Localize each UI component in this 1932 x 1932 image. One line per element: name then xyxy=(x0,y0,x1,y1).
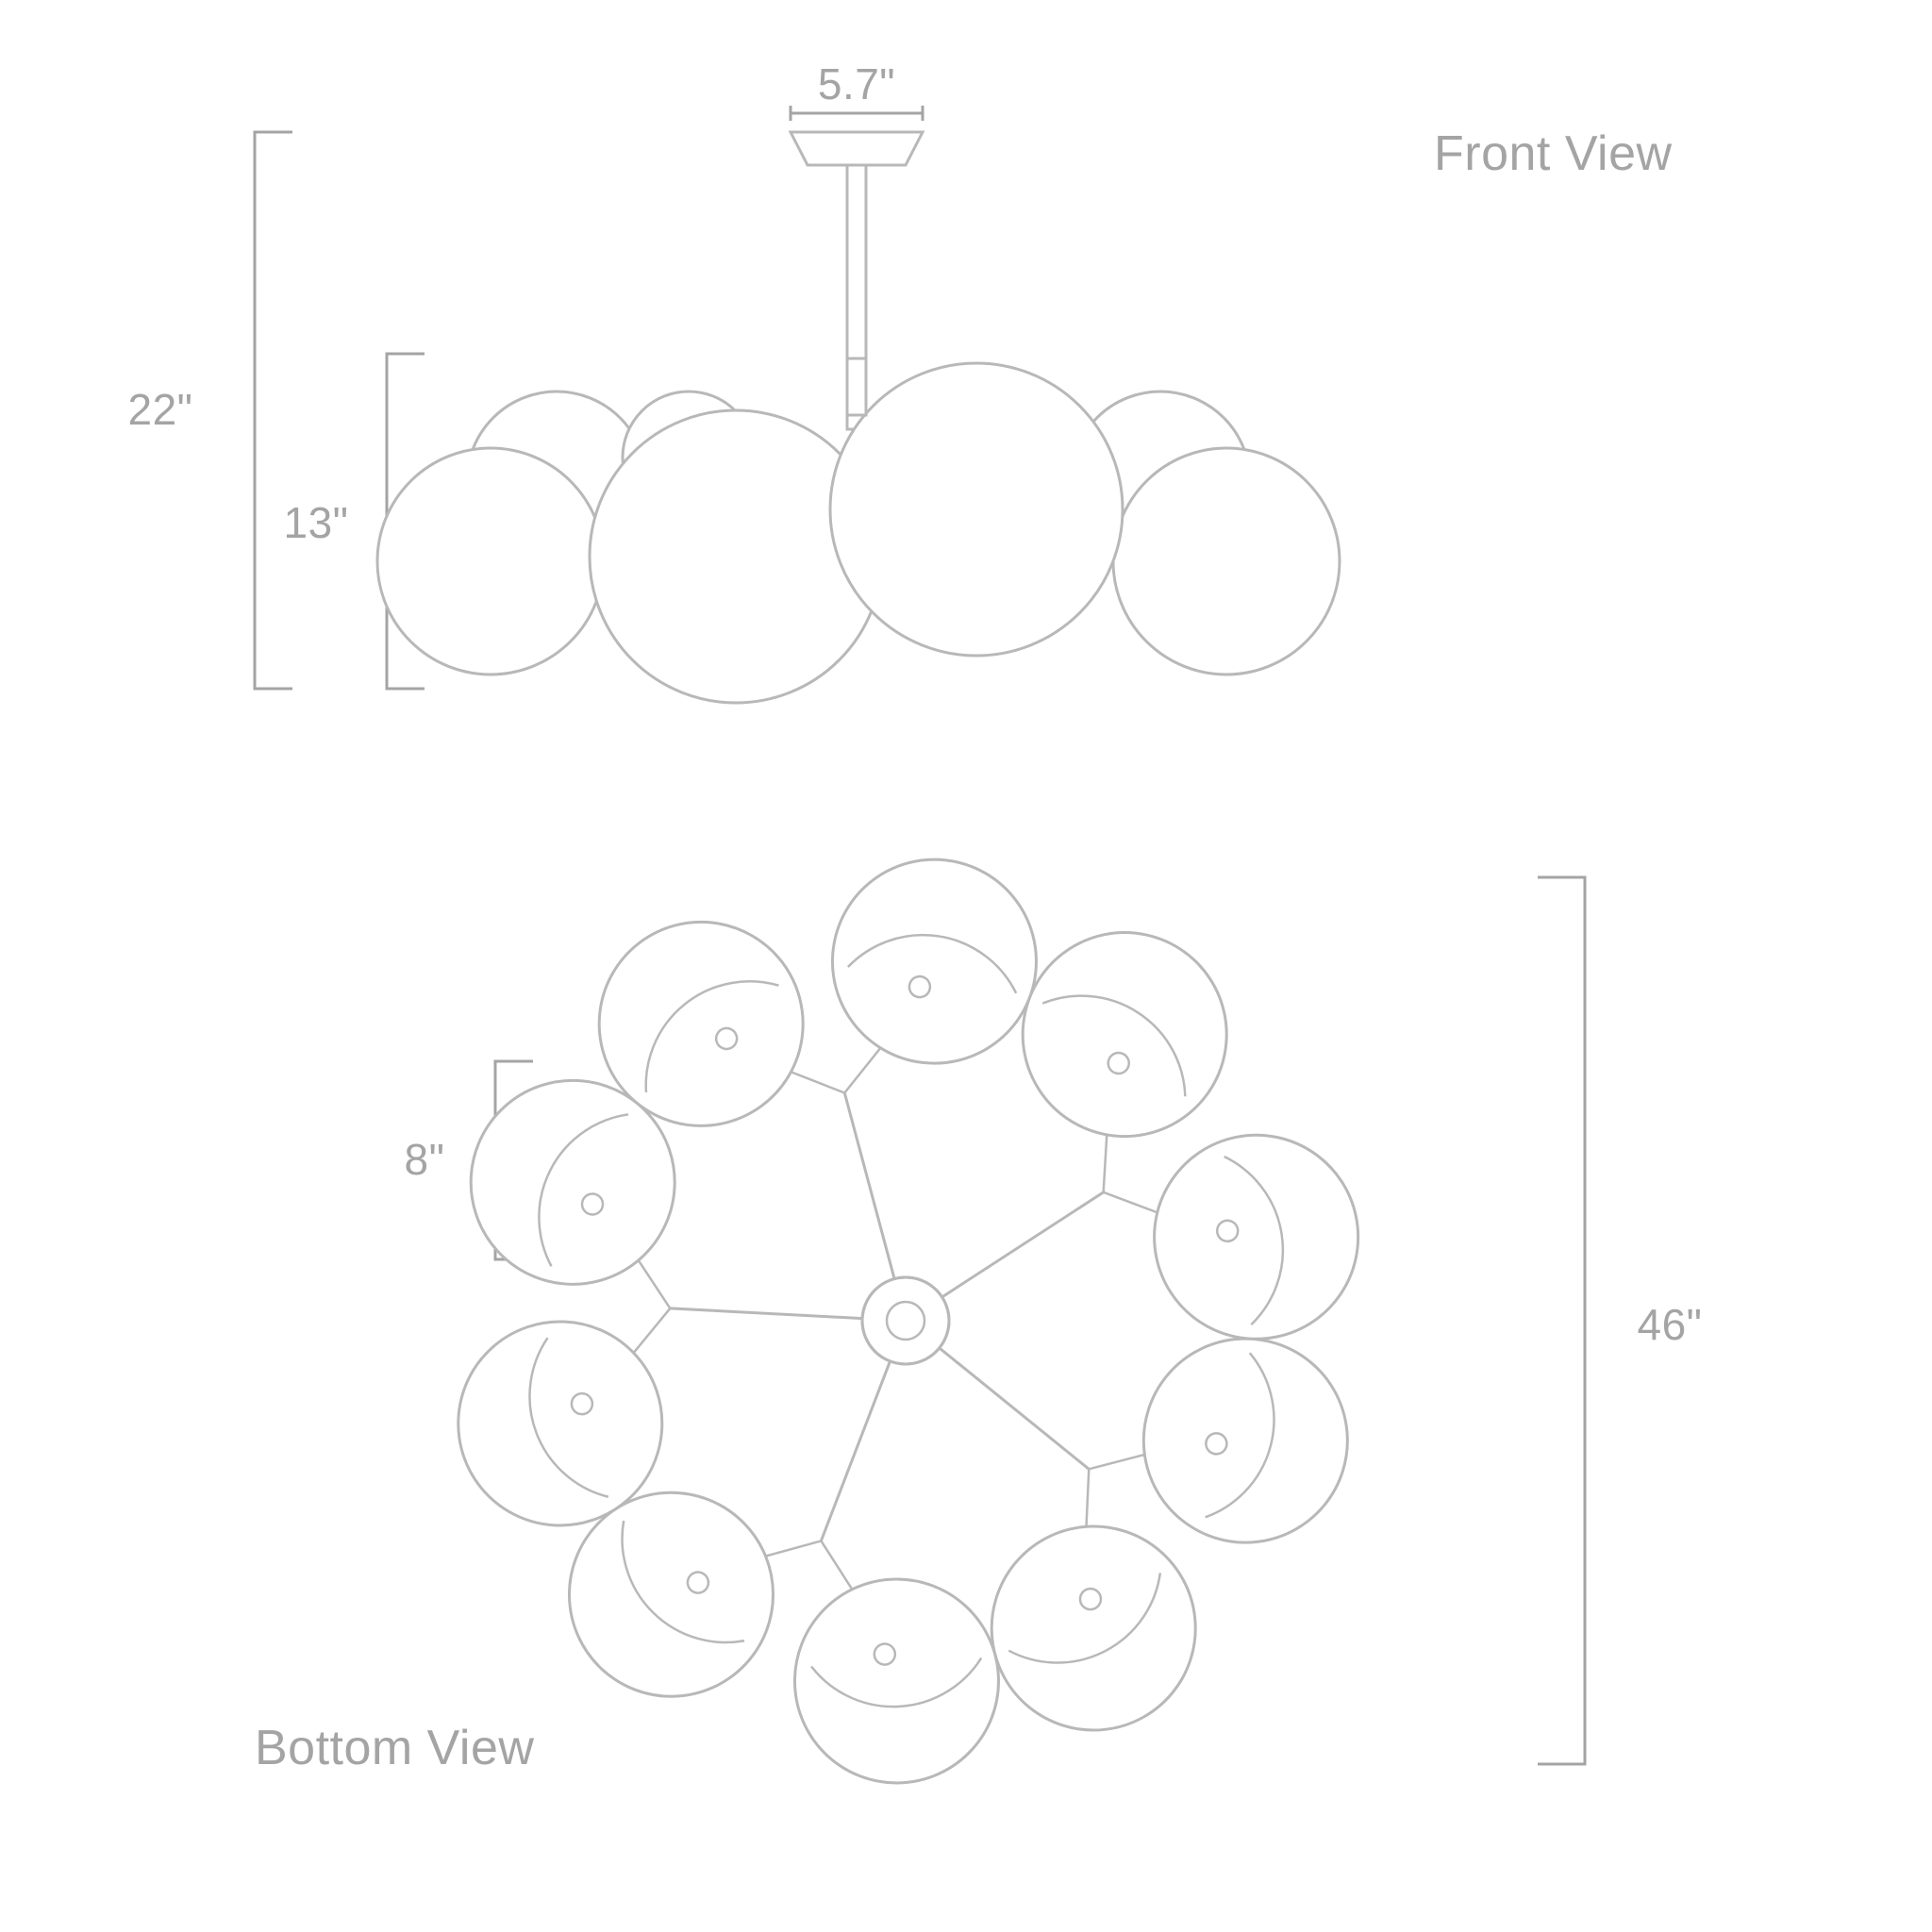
dim-canopy-width-label: 5.7" xyxy=(818,59,895,108)
dim-canopy-width: 5.7" xyxy=(791,59,923,121)
front-globes xyxy=(377,358,1340,703)
bottom-view-title: Bottom View xyxy=(255,1721,534,1775)
front-view-title: Front View xyxy=(1434,126,1673,181)
dim-total-diameter-label: 46" xyxy=(1638,1300,1703,1349)
dim-total-diameter: 46" xyxy=(1538,877,1703,1764)
dim-total-height: 22" xyxy=(128,132,293,689)
dim-globe-diameter-label: 8" xyxy=(405,1135,445,1184)
dim-total-height-label: 22" xyxy=(128,385,193,434)
dim-cluster-height-label: 13" xyxy=(284,498,349,547)
bottom-view: Bottom View 46" 8" xyxy=(255,768,1703,1919)
front-view: Front View 5.7" 22" 13" xyxy=(128,59,1673,703)
